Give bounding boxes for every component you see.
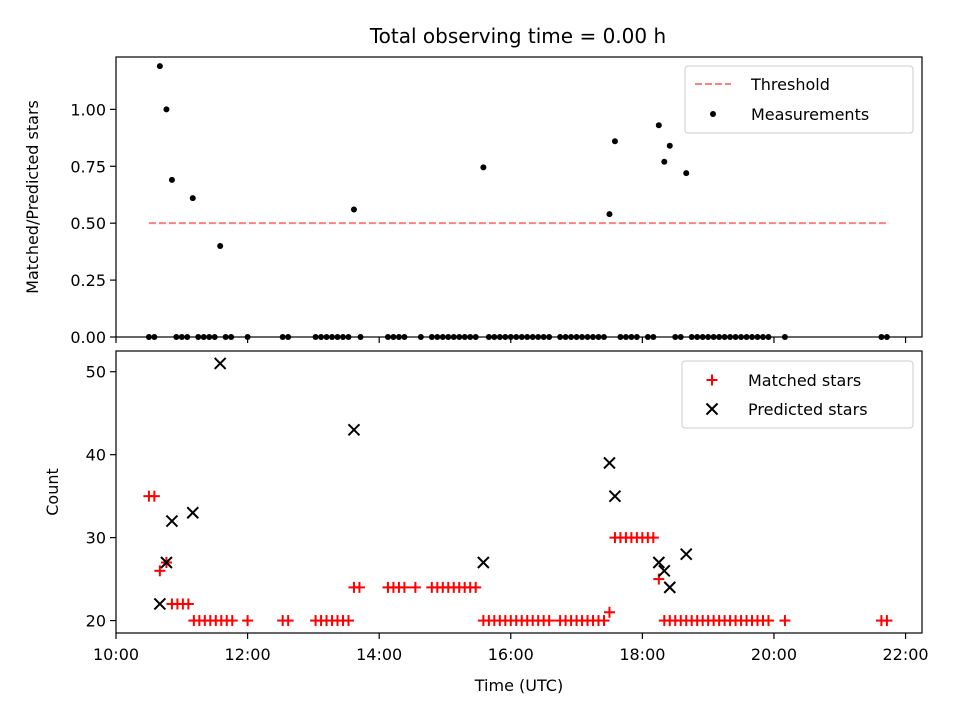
measurement-point	[217, 242, 224, 249]
matched-star-point	[762, 615, 774, 627]
predicted-star-point	[608, 489, 622, 503]
top-legend: Threshold Measurements	[684, 65, 914, 134]
plot-frame	[115, 350, 923, 634]
y-axis-label: Matched/Predicted stars	[23, 100, 42, 294]
y-tick-label: 0.75	[70, 157, 106, 176]
legend-threshold-label: Threshold	[750, 75, 830, 94]
matched-star-point	[409, 581, 421, 593]
measurement-point	[661, 158, 668, 165]
matched-star-point	[470, 581, 482, 593]
matched-star-point	[603, 606, 615, 618]
matched-star-point	[543, 615, 555, 627]
legend-measurements-swatch	[710, 111, 716, 117]
measurement-point	[163, 106, 170, 113]
x-tick-label: 22:00	[882, 645, 928, 664]
predicted-star-point	[658, 564, 671, 578]
predicted-star-point	[663, 581, 676, 594]
legend-box	[684, 65, 914, 134]
matched-star-point	[647, 532, 659, 544]
matched-star-point	[282, 615, 294, 627]
matched-star-point	[242, 615, 254, 627]
x-axis-label: Time (UTC)	[474, 676, 563, 695]
measurement-point	[666, 142, 673, 149]
legend-box	[681, 360, 914, 429]
x-tick-label: 14:00	[356, 645, 402, 664]
plot-frame	[115, 56, 923, 338]
predicted-star-point	[477, 556, 490, 569]
measurement-point	[350, 206, 357, 213]
matched-star-point	[881, 615, 893, 627]
legend-measurements-label: Measurements	[751, 105, 869, 124]
predicted-star-point	[652, 556, 666, 569]
y-axis-label: Count	[43, 468, 62, 516]
measurement-point	[611, 138, 618, 145]
predicted-star-point	[213, 357, 227, 370]
predicted-star-point	[160, 556, 173, 569]
x-tick-label: 20:00	[751, 645, 797, 664]
measurement-point	[168, 176, 175, 183]
matched-star-point	[182, 598, 194, 610]
y-tick-label: 50	[86, 363, 106, 382]
legend-matched-label: Matched stars	[748, 371, 861, 390]
measurement-point	[156, 63, 163, 70]
chart-title: Total observing time = 0.00 h	[369, 24, 666, 48]
matched-star-point	[598, 615, 610, 627]
y-tick-label: 20	[86, 612, 106, 631]
x-tick-label: 12:00	[225, 645, 271, 664]
y-tick-label: 0.00	[70, 328, 106, 347]
matched-star-point	[342, 615, 354, 627]
x-tick-label: 16:00	[488, 645, 534, 664]
x-tick-label: 18:00	[619, 645, 665, 664]
matched-star-point	[154, 565, 166, 577]
y-tick-label: 40	[86, 446, 106, 465]
predicted-star-point	[680, 547, 693, 561]
measurement-point	[189, 195, 196, 202]
y-tick-label: 30	[86, 529, 106, 548]
legend-matched-swatch	[706, 374, 718, 386]
measurement-point	[683, 170, 690, 177]
matched-star-point	[226, 615, 238, 627]
bottom-legend: Matched stars Predicted stars	[681, 360, 914, 429]
top-panel: 0.00 0.25 0.50 0.75 1.00 Matched/Predicted st…	[23, 56, 923, 347]
matched-star-point	[398, 581, 410, 593]
predicted-star-point	[165, 514, 179, 528]
measurement-point	[480, 164, 487, 171]
measurement-point	[655, 122, 662, 129]
predicted-star-point	[347, 423, 361, 437]
predicted-star-point	[153, 597, 167, 611]
measurement-point	[606, 211, 613, 218]
legend-predicted-swatch	[705, 402, 719, 416]
y-tick-label: 0.25	[70, 271, 106, 290]
legend-predicted-label: Predicted stars	[748, 400, 868, 419]
predicted-star-point	[603, 456, 616, 470]
x-tick-label: 10:00	[93, 645, 139, 664]
matched-star-point	[148, 490, 160, 502]
y-tick-label: 1.00	[70, 100, 106, 119]
matched-star-point	[353, 581, 365, 593]
y-tick-label: 0.50	[70, 214, 106, 233]
bottom-panel: 20 30 40 50 Count 10:00 12:00 14:00 16:00 18:00 20…	[43, 350, 929, 695]
matched-star-point	[779, 615, 791, 627]
predicted-star-point	[186, 506, 199, 519]
